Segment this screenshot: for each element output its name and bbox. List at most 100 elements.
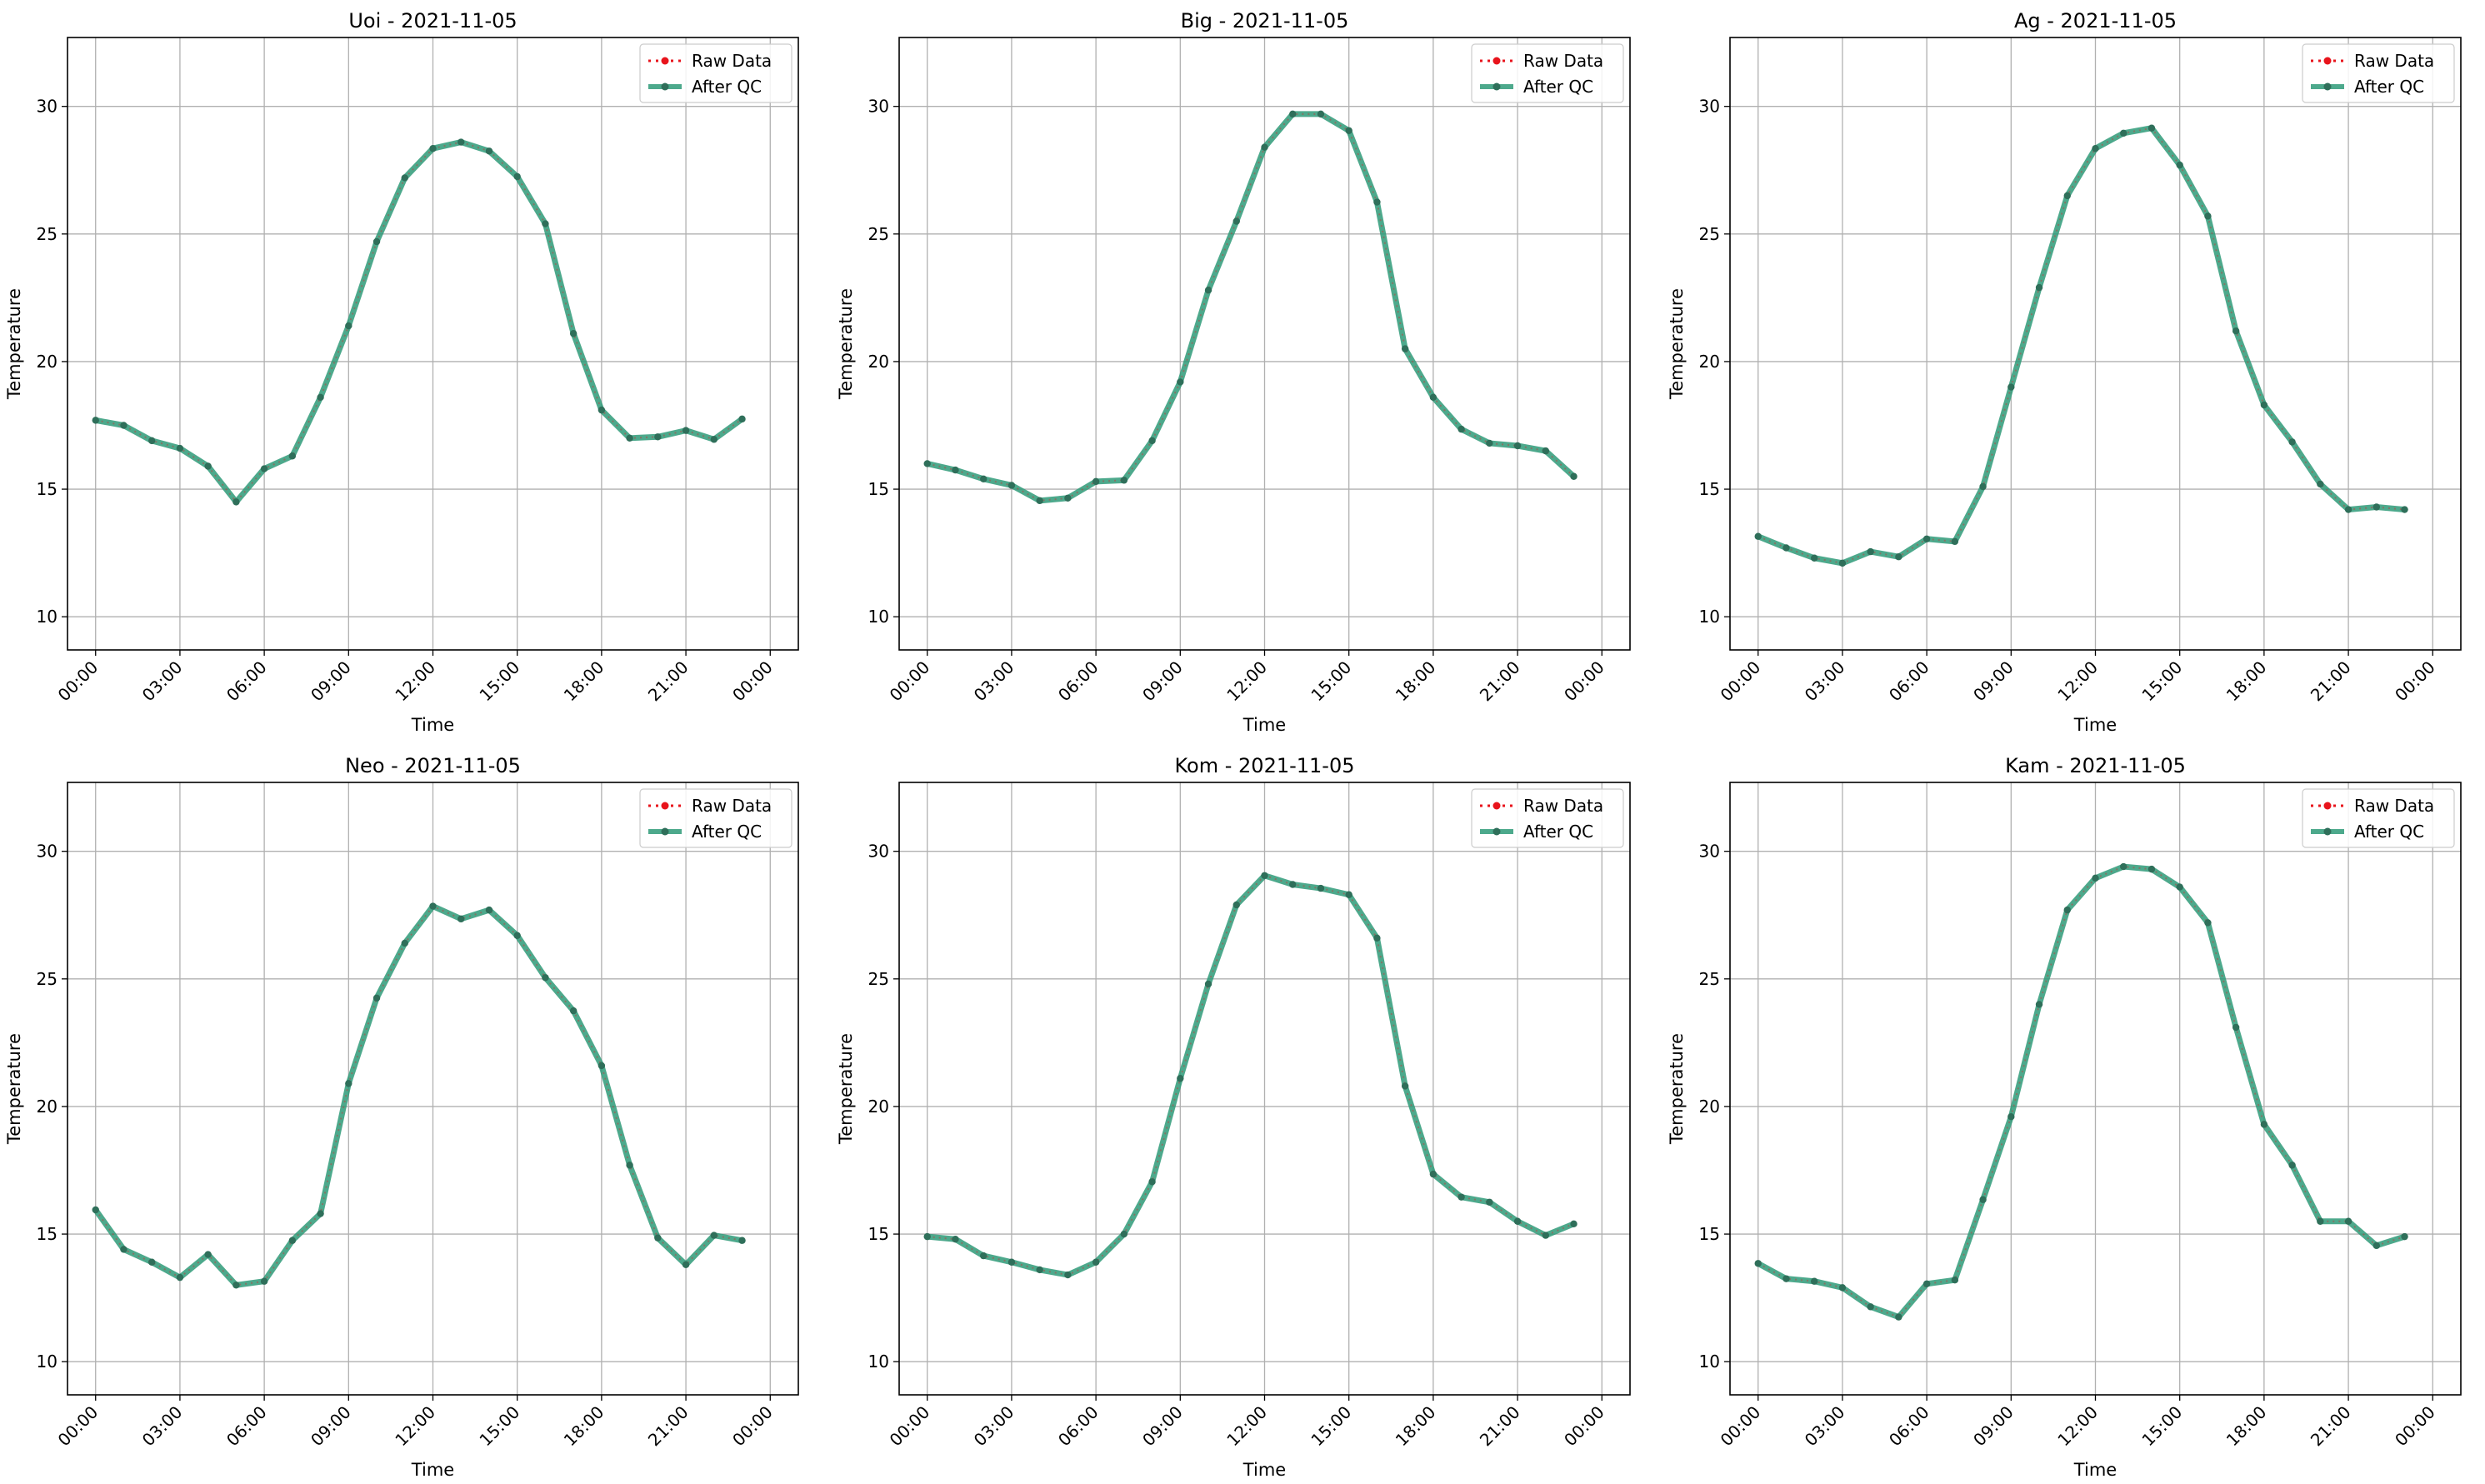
after-qc-point: [288, 1237, 297, 1244]
x-tick-label: 15:00: [1307, 657, 1355, 706]
axes-frame: [1729, 782, 2462, 1396]
after-qc-point: [1232, 217, 1240, 225]
x-tick-label: 21:00: [2307, 1402, 2355, 1451]
after-qc-point: [1951, 1276, 1959, 1284]
after-qc-point: [513, 932, 521, 939]
after-qc-point: [1092, 1258, 1100, 1266]
chart-panel: 00:00 03:00 06:00 09:00 12:00 15:00 18:00 21:00…: [4, 754, 799, 1480]
after-qc-point: [1810, 554, 1818, 562]
after-qc-point: [232, 498, 240, 506]
after-qc-point: [2232, 327, 2240, 335]
y-tick-label: 30: [868, 97, 889, 117]
y-tick-label: 10: [1699, 607, 1720, 627]
x-tick-label: 00:00: [728, 1402, 777, 1451]
x-tick-label: 00:00: [2391, 1402, 2439, 1451]
x-tick-label: 00:00: [1560, 657, 1608, 706]
after-qc-point: [1232, 901, 1240, 909]
after-qc-point: [2288, 1162, 2296, 1169]
y-axis-label: Temperature: [836, 288, 856, 400]
x-tick-label: 12:00: [1222, 657, 1271, 706]
after-qc-point: [923, 460, 931, 467]
after-qc-point: [2288, 438, 2296, 446]
x-tick-label: 15:00: [2138, 1402, 2186, 1451]
series-line-raw-data: [1758, 866, 2405, 1318]
after-qc-point: [952, 1235, 959, 1243]
x-tick-label: 15:00: [475, 657, 523, 706]
series-line-after-qc: [927, 872, 1575, 1278]
y-tick-label: 15: [37, 1224, 58, 1244]
after-qc-point: [710, 1232, 718, 1239]
x-tick-label: 09:00: [1138, 1402, 1187, 1451]
after-qc-point: [626, 434, 633, 442]
legend-label-raw-data: Raw Data: [692, 51, 772, 71]
after-qc-point: [682, 1261, 690, 1269]
x-tick-label: 21:00: [1476, 657, 1524, 706]
after-qc-point: [260, 1277, 268, 1285]
y-tick-label: 20: [37, 352, 58, 372]
after-qc-point: [1401, 345, 1409, 352]
after-qc-point: [176, 1273, 184, 1282]
legend-label-after-qc: After QC: [1523, 822, 1593, 842]
axes-frame: [1729, 37, 2462, 651]
y-axis-label: Temperature: [4, 1033, 24, 1145]
y-tick-label: 20: [868, 352, 889, 372]
y-tick-label: 25: [37, 224, 58, 244]
x-tick-label: 12:00: [391, 1402, 439, 1451]
legend-label-raw-data: Raw Data: [2354, 796, 2434, 816]
x-tick-label: 15:00: [2138, 657, 2186, 706]
after-qc-point: [2401, 1232, 2408, 1241]
after-qc-point: [1979, 482, 1987, 491]
after-qc-point: [401, 939, 408, 947]
axes-frame: [898, 37, 1631, 651]
after-qc-point: [204, 462, 212, 470]
y-tick-label: 10: [37, 607, 58, 627]
legend-label-raw-data: Raw Data: [1523, 796, 1603, 816]
x-axis-label: Time: [2073, 715, 2117, 735]
after-qc-point: [1542, 1232, 1550, 1239]
after-qc-point: [2063, 906, 2071, 914]
after-qc-point: [176, 444, 184, 452]
chart-title: Kam - 2021-11-05: [2005, 754, 2186, 777]
after-qc-point: [1177, 378, 1184, 386]
after-qc-point: [2260, 1121, 2268, 1128]
after-qc-point: [2148, 124, 2156, 132]
after-qc-point: [1064, 494, 1072, 502]
chart-title: Neo - 2021-11-05: [345, 754, 521, 777]
after-qc-point: [120, 422, 128, 429]
after-qc-point: [1458, 1193, 1465, 1201]
series-line-after-qc: [92, 903, 743, 1288]
y-tick-label: 15: [868, 1224, 889, 1244]
series-line-raw-data: [95, 141, 743, 503]
x-axis-label: Time: [411, 1460, 454, 1480]
after-qc-point: [626, 1162, 633, 1169]
after-qc-point: [2232, 1023, 2240, 1032]
x-axis-label: Time: [1242, 715, 1286, 735]
x-axis-label: Time: [2073, 1460, 2117, 1480]
x-tick-label: 03:00: [138, 1402, 187, 1451]
after-qc-point: [1289, 881, 1297, 888]
axes-frame: [898, 782, 1631, 1396]
after-qc-point: [92, 417, 99, 424]
legend-marker-after-qc: [2323, 827, 2332, 836]
after-qc-point: [569, 1007, 578, 1015]
legend-label-after-qc: After QC: [2354, 822, 2424, 842]
after-qc-point: [979, 1252, 988, 1260]
after-qc-point: [2401, 506, 2408, 513]
after-qc-point: [2176, 883, 2183, 891]
after-qc-point: [1373, 934, 1381, 942]
after-qc-point: [2008, 1112, 2015, 1121]
after-qc-point: [1036, 497, 1043, 505]
after-qc-point: [569, 330, 578, 337]
after-qc-point: [1782, 1275, 1790, 1282]
after-qc-point: [542, 974, 549, 982]
after-qc-point: [1401, 1082, 1409, 1090]
after-qc-point: [2092, 145, 2099, 152]
after-qc-point: [1542, 447, 1550, 455]
after-qc-point: [1458, 425, 1465, 433]
y-tick-label: 30: [868, 842, 889, 862]
x-tick-label: 18:00: [560, 1402, 608, 1451]
after-qc-point: [2035, 1001, 2043, 1008]
y-tick-label: 25: [1699, 969, 1720, 989]
x-tick-label: 03:00: [970, 1402, 1018, 1451]
after-qc-point: [1120, 1230, 1128, 1238]
